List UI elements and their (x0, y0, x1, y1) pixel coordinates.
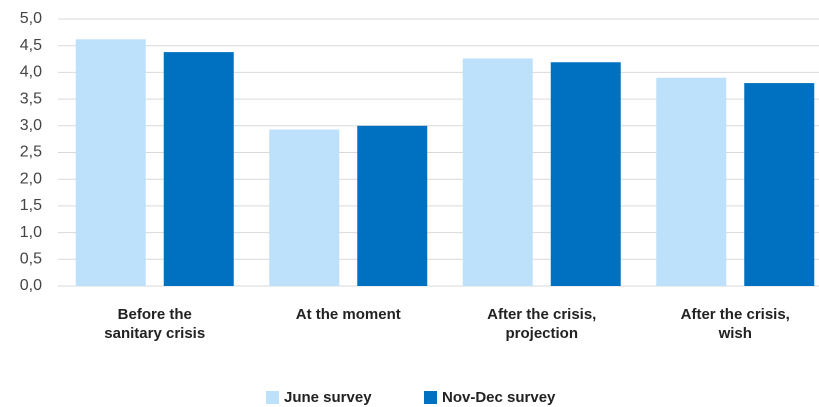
y-tick-label: 2,0 (20, 170, 42, 187)
bar (656, 77, 727, 287)
legend-swatch (424, 391, 437, 404)
y-tick-label: 1,5 (20, 197, 42, 214)
bar (163, 52, 234, 286)
bar (462, 58, 533, 287)
x-tick-label: At the moment (296, 306, 401, 323)
x-tick-label: Before the sanitary crisis (104, 306, 205, 342)
x-tick-label: After the crisis, projection (487, 306, 596, 342)
y-tick-label: 4,5 (20, 37, 42, 54)
y-tick-label: 4,0 (20, 64, 42, 81)
bar (744, 83, 815, 286)
bar (269, 129, 340, 286)
bar (550, 62, 621, 287)
legend-label: Nov-Dec survey (442, 389, 556, 406)
legend-swatch (266, 391, 279, 404)
y-tick-label: 3,0 (20, 117, 42, 134)
x-tick-label: After the crisis, wish (681, 306, 790, 342)
bar (75, 39, 146, 287)
bar (357, 125, 428, 286)
y-tick-label: 0,5 (20, 251, 42, 268)
y-tick-label: 5,0 (20, 10, 42, 27)
legend-label: June survey (284, 389, 372, 406)
y-tick-label: 2,5 (20, 144, 42, 161)
y-tick-label: 1,0 (20, 224, 42, 241)
y-tick-label: 3,5 (20, 90, 42, 107)
y-tick-label: 0,0 (20, 277, 42, 294)
